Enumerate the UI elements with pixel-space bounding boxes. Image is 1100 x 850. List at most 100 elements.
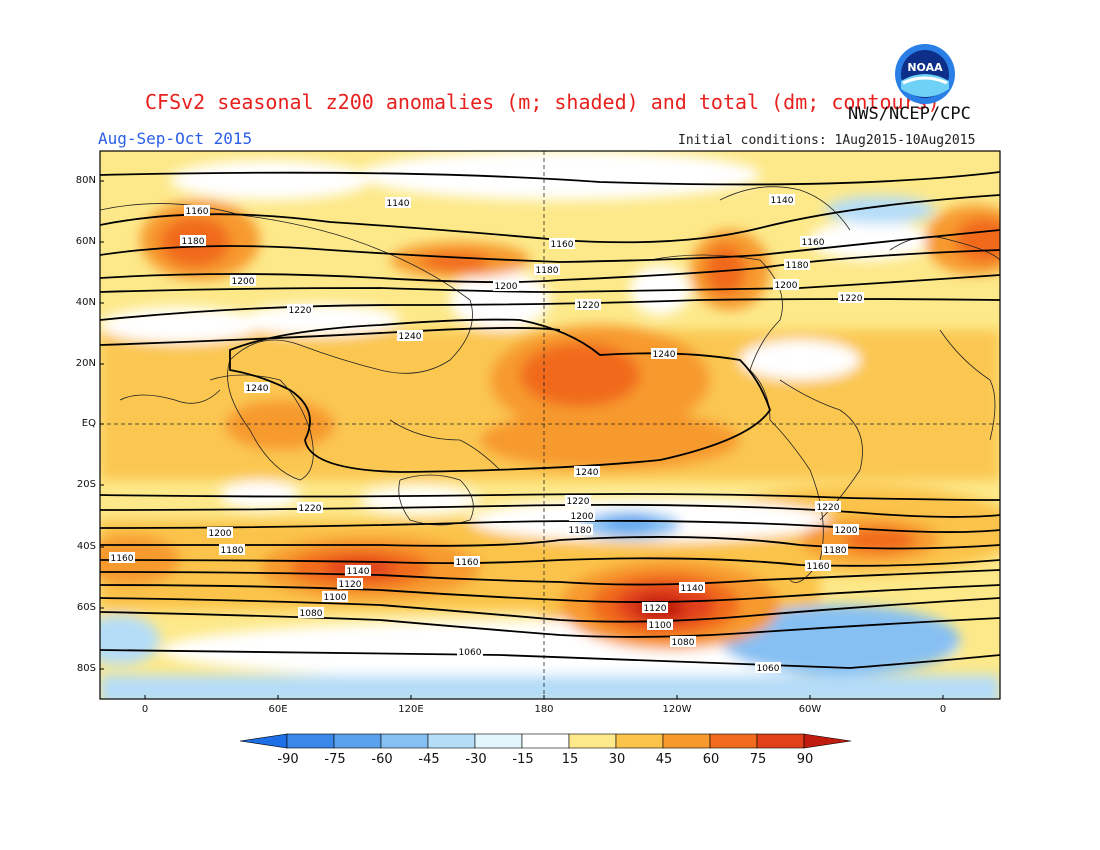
svg-text:1120: 1120 (339, 580, 362, 590)
contour-label: 1100 (322, 591, 348, 603)
lon-label: 60W (798, 704, 822, 715)
svg-text:1200: 1200 (835, 526, 858, 536)
contour-label: 1180 (567, 524, 593, 536)
contour-label: 1220 (838, 292, 864, 304)
contour-label: 1160 (549, 238, 575, 250)
svg-text:1180: 1180 (221, 546, 244, 556)
colorbar-label: 30 (608, 752, 626, 767)
svg-text:1240: 1240 (246, 384, 269, 394)
contour-label: 1160 (109, 552, 135, 564)
svg-text:1200: 1200 (232, 277, 255, 287)
colorbar-label: -30 (465, 752, 487, 767)
svg-text:1100: 1100 (324, 593, 347, 603)
contour-label: 1240 (574, 466, 600, 478)
contour-label: 1180 (180, 235, 206, 247)
svg-text:1140: 1140 (771, 196, 794, 206)
svg-text:1160: 1160 (111, 554, 134, 564)
lon-label: 60E (268, 704, 288, 715)
contour-label: 1060 (755, 662, 781, 674)
svg-text:1220: 1220 (817, 503, 840, 513)
svg-text:1220: 1220 (567, 497, 590, 507)
contour-label: 1200 (207, 527, 233, 539)
svg-text:1200: 1200 (495, 282, 518, 292)
contour-label: 1180 (534, 264, 560, 276)
lon-label: 180 (534, 704, 554, 715)
svg-text:1100: 1100 (649, 621, 672, 631)
svg-text:1140: 1140 (681, 584, 704, 594)
lat-label: 40N (75, 297, 96, 308)
contour-label: 1100 (647, 619, 673, 631)
lat-label: 80N (75, 175, 96, 186)
svg-text:1080: 1080 (672, 638, 695, 648)
svg-text:1200: 1200 (775, 281, 798, 291)
svg-text:1200: 1200 (571, 512, 594, 522)
contour-label: 1200 (230, 275, 256, 287)
contour-label: 1120 (337, 578, 363, 590)
lon-label: 120W (662, 704, 692, 715)
colorbar-label: 75 (749, 752, 767, 767)
svg-text:1240: 1240 (653, 350, 676, 360)
lat-label: 80S (76, 663, 96, 674)
plot-frame (99, 150, 1001, 700)
lon-label: 120E (398, 704, 424, 715)
svg-text:1060: 1060 (757, 664, 780, 674)
lat-label: 20N (75, 358, 96, 369)
colorbar-label: -60 (371, 752, 393, 767)
svg-text:1220: 1220 (289, 306, 312, 316)
contour-label: 1180 (784, 259, 810, 271)
contour-label: 1220 (287, 304, 313, 316)
lon-label: 0 (939, 704, 947, 715)
chart-title: CFSv2 seasonal z200 anomalies (m; shaded… (145, 90, 940, 114)
contour-label: 1140 (679, 582, 705, 594)
colorbar-label: 90 (796, 752, 814, 767)
svg-text:NOAA: NOAA (907, 61, 943, 74)
contour-label: 1200 (833, 524, 859, 536)
svg-text:1240: 1240 (399, 332, 422, 342)
svg-text:1220: 1220 (577, 301, 600, 311)
colorbar-label: -15 (512, 752, 534, 767)
coastlines (100, 186, 1000, 583)
contour-label: 1200 (493, 280, 519, 292)
svg-text:1240: 1240 (576, 468, 599, 478)
colorbar-label: 60 (702, 752, 720, 767)
contour-label: 1140 (385, 197, 411, 209)
contour-label: 1080 (298, 607, 324, 619)
lat-label: 60S (76, 602, 96, 613)
contour-label: 1140 (769, 194, 795, 206)
contour-label: 1200 (569, 510, 595, 522)
svg-text:1160: 1160 (456, 558, 479, 568)
colorbar-label: 45 (655, 752, 673, 767)
contour-label: 1180 (219, 544, 245, 556)
contour-label: 1160 (454, 556, 480, 568)
svg-text:1120: 1120 (644, 604, 667, 614)
contour-label: 1160 (184, 205, 210, 217)
contour-label: 1220 (565, 495, 591, 507)
colorbar-label: -75 (324, 752, 346, 767)
svg-text:1140: 1140 (387, 199, 410, 209)
lat-label: 60N (75, 236, 96, 247)
svg-text:1180: 1180 (824, 546, 847, 556)
contour-label: 1160 (805, 560, 831, 572)
lon-label: 0 (141, 704, 149, 715)
lat-label: EQ (81, 418, 96, 429)
season-label: Aug-Sep-Oct 2015 (98, 129, 253, 148)
agency-label: NWS/NCEP/CPC (848, 104, 971, 124)
svg-text:1180: 1180 (536, 266, 559, 276)
colorbar-label: -45 (418, 752, 440, 767)
contour-label: 1160 (800, 236, 826, 248)
contour-label: 1200 (773, 279, 799, 291)
contour-lines (100, 171, 1000, 669)
initial-conditions-label: Initial conditions: 1Aug2015-10Aug2015 (678, 133, 976, 148)
contour-label: 1220 (297, 502, 323, 514)
shading-layer (100, 151, 1000, 699)
contour-label-layer: 1140 1140 1160 1160 1160 1180 1180 1180 1200 1200… (109, 194, 864, 674)
colorbar-label: 15 (561, 752, 579, 767)
contour-label: 1120 (642, 602, 668, 614)
axis-ticks (100, 180, 944, 699)
lat-label: 20S (76, 479, 96, 490)
contour-label: 1180 (822, 544, 848, 556)
svg-text:1160: 1160 (807, 562, 830, 572)
svg-text:1220: 1220 (299, 504, 322, 514)
lat-label: 40S (76, 541, 96, 552)
